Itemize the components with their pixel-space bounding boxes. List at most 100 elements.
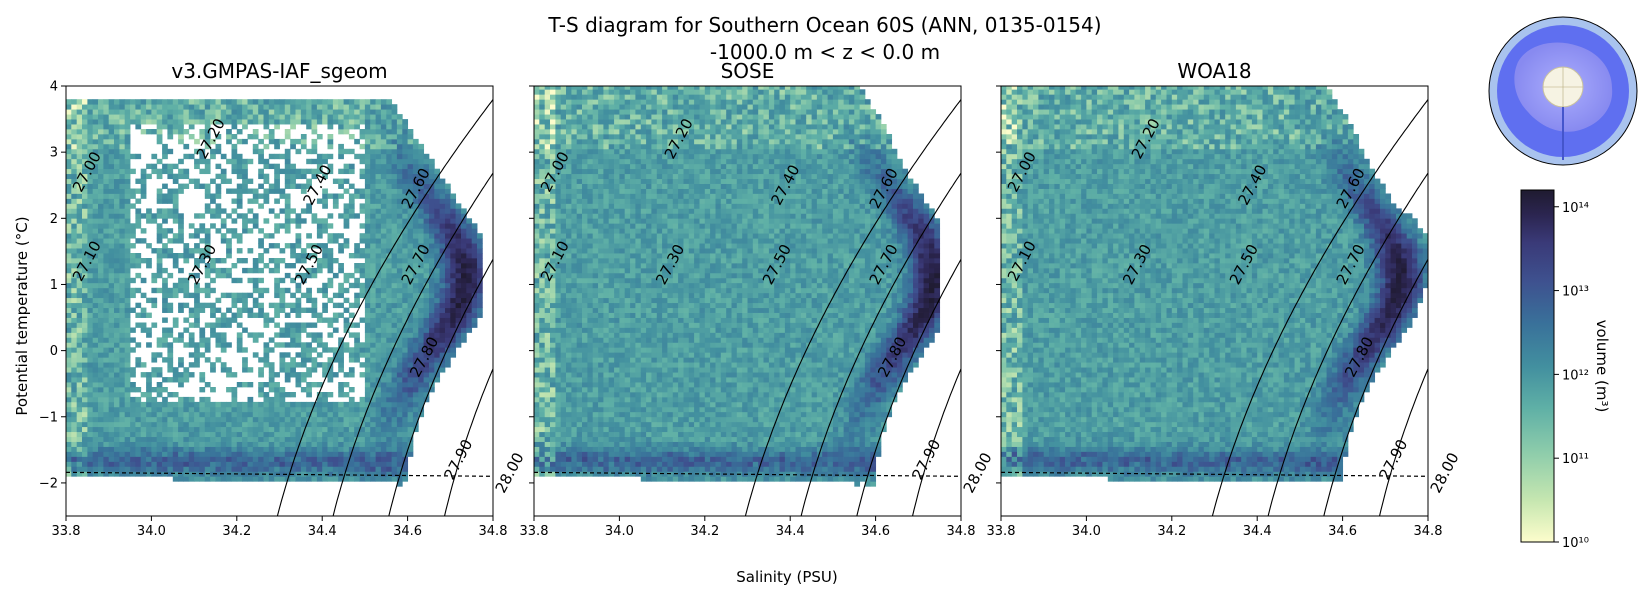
heatmap-cell: [226, 213, 232, 219]
heatmap-cell: [199, 466, 206, 472]
heatmap-cell: [220, 461, 227, 467]
heatmap-cell: [108, 233, 115, 239]
heatmap-cell: [167, 248, 174, 254]
heatmap-cell: [82, 292, 88, 299]
heatmap-cell: [108, 287, 115, 294]
heatmap-cell: [332, 193, 339, 199]
heatmap-cell: [204, 272, 211, 279]
heatmap-cell: [327, 461, 334, 467]
heatmap-cell: [268, 109, 275, 115]
heatmap-cell: [332, 471, 339, 477]
heatmap-cell: [156, 372, 163, 378]
heatmap-cell: [242, 218, 248, 224]
heatmap-cell: [576, 104, 583, 110]
heatmap-cell: [92, 143, 99, 150]
heatmap-cell: [582, 446, 588, 452]
heatmap-cell: [114, 272, 120, 279]
heatmap-cell: [364, 362, 371, 368]
heatmap-cell: [311, 406, 318, 413]
heatmap-cell: [412, 153, 419, 160]
heatmap-cell: [396, 267, 403, 274]
heatmap-cell: [199, 287, 206, 294]
heatmap-cell: [87, 188, 94, 194]
heatmap-cell: [429, 233, 435, 239]
heatmap-cell: [466, 322, 473, 328]
heatmap-cell: [560, 401, 567, 408]
heatmap-cell: [566, 143, 572, 150]
heatmap-cell: [130, 188, 136, 194]
heatmap-cell: [103, 188, 110, 194]
heatmap-cell: [300, 352, 307, 358]
heatmap-cell: [587, 347, 594, 353]
heatmap-cell: [274, 332, 280, 338]
heatmap-cell: [108, 218, 115, 224]
heatmap-cell: [66, 287, 72, 294]
heatmap-cell: [76, 99, 83, 105]
heatmap-cell: [375, 282, 382, 289]
heatmap-cell: [66, 387, 72, 393]
heatmap-cell: [76, 213, 83, 219]
heatmap-cell: [204, 436, 211, 442]
heatmap-cell: [461, 317, 467, 323]
heatmap-cell: [103, 109, 110, 115]
heatmap-cell: [338, 352, 344, 358]
heatmap-cell: [386, 248, 393, 254]
heatmap-cell: [375, 238, 382, 244]
heatmap-cell: [391, 104, 398, 110]
heatmap-cell: [587, 441, 594, 447]
heatmap-cell: [119, 148, 126, 155]
heatmap-cell: [279, 302, 286, 309]
heatmap-cell: [450, 282, 457, 289]
heatmap-cell: [544, 372, 551, 378]
heatmap-cell: [172, 471, 179, 477]
heatmap-cell: [348, 322, 355, 328]
heatmap-cell: [418, 213, 425, 219]
heatmap-cell: [258, 193, 264, 199]
heatmap-cell: [210, 441, 216, 447]
heatmap-cell: [332, 446, 339, 452]
heatmap-cell: [284, 461, 291, 467]
heatmap-cell: [534, 352, 540, 358]
heatmap-cell: [76, 148, 83, 155]
heatmap-cell: [231, 396, 238, 403]
heatmap-cell: [338, 347, 344, 353]
heatmap-cell: [268, 426, 275, 433]
heatmap-cell: [534, 238, 540, 244]
heatmap-cell: [119, 431, 126, 438]
heatmap-cell: [461, 322, 467, 328]
heatmap-cell: [252, 267, 259, 274]
heatmap-cell: [380, 124, 387, 130]
heatmap-cell: [103, 297, 110, 304]
heatmap-cell: [188, 233, 195, 239]
heatmap-cell: [544, 173, 551, 180]
heatmap-cell: [418, 158, 425, 165]
heatmap-cell: [544, 233, 551, 239]
heatmap-cell: [204, 267, 211, 274]
heatmap-cell: [539, 243, 546, 249]
heatmap-cell: [534, 248, 540, 254]
heatmap-cell: [167, 451, 174, 457]
heatmap-cell: [258, 456, 264, 462]
heatmap-cell: [140, 362, 147, 368]
heatmap-cell: [544, 431, 551, 438]
heatmap-cell: [71, 238, 78, 244]
heatmap-cell: [82, 312, 88, 318]
heatmap-cell: [274, 312, 280, 318]
heatmap-cell: [140, 466, 147, 472]
heatmap-cell: [71, 282, 78, 289]
heatmap-cell: [135, 119, 142, 125]
heatmap-cell: [402, 396, 409, 403]
heatmap-cell: [560, 263, 567, 269]
heatmap-cell: [66, 203, 72, 209]
heatmap-cell: [178, 476, 184, 482]
heatmap-cell: [247, 436, 254, 442]
heatmap-cell: [544, 277, 551, 284]
heatmap-cell: [98, 223, 104, 229]
heatmap-cell: [429, 332, 435, 338]
heatmap-cell: [375, 168, 382, 175]
heatmap-cell: [539, 287, 546, 294]
heatmap-cell: [124, 272, 131, 279]
heatmap-cell: [226, 292, 232, 299]
heatmap-cell: [327, 411, 334, 418]
heatmap-cell: [348, 471, 355, 477]
